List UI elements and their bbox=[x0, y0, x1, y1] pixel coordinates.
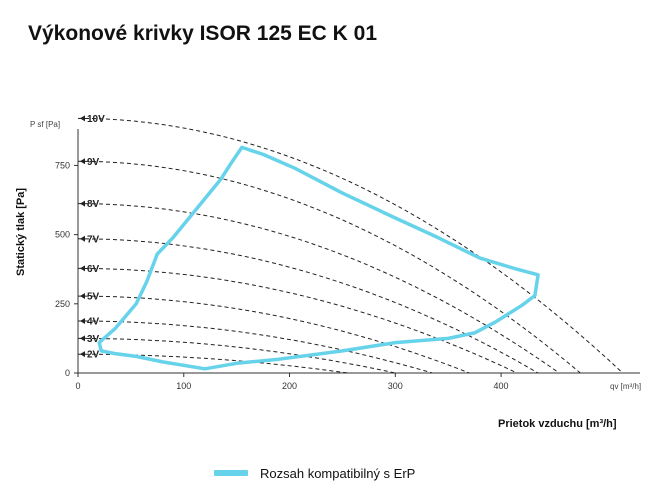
erp-region-outline bbox=[97, 145, 540, 371]
voltage-curves bbox=[77, 117, 624, 374]
voltage-label-5V: 5V bbox=[87, 292, 100, 303]
legend-label: Rozsah kompatibilný s ErP bbox=[260, 465, 416, 481]
x-tick-label: 300 bbox=[388, 381, 403, 391]
voltage-label-4V: 4V bbox=[87, 316, 100, 327]
y-axis-title: Statický tlak [Pa] bbox=[15, 188, 27, 276]
voltage-arrow bbox=[80, 158, 85, 165]
voltage-curve-3V bbox=[78, 337, 396, 374]
erp-region bbox=[97, 145, 540, 371]
voltage-arrow bbox=[80, 351, 85, 358]
voltage-arrow bbox=[80, 115, 85, 122]
voltage-curve-4V bbox=[78, 320, 433, 374]
x-axis-title: Prietok vzduchu [m³/h] bbox=[498, 418, 617, 430]
voltage-arrow bbox=[80, 235, 85, 242]
y-tick-label: 500 bbox=[55, 230, 70, 240]
voltage-label-9V: 9V bbox=[87, 157, 100, 168]
voltage-arrow bbox=[80, 335, 85, 342]
chart-title: Výkonové krivky ISOR 125 EC K 01 bbox=[28, 22, 378, 45]
voltage-curve-5V bbox=[78, 295, 470, 374]
voltage-arrow bbox=[80, 265, 85, 272]
voltage-label-6V: 6V bbox=[87, 264, 100, 275]
y-tick-label: 750 bbox=[55, 160, 70, 170]
legend: Rozsah kompatibilný s ErP bbox=[214, 463, 415, 483]
axes bbox=[74, 129, 640, 377]
y-tick-label: 250 bbox=[55, 299, 70, 309]
voltage-curve-8V bbox=[77, 203, 560, 374]
voltage-arrow bbox=[80, 200, 85, 207]
voltage-arrow bbox=[80, 293, 85, 300]
voltage-curve-7V bbox=[77, 238, 539, 374]
voltage-label-10V: 10V bbox=[87, 114, 105, 125]
y-axis-unit: P sf [Pa] bbox=[30, 120, 60, 129]
voltage-curve-9V bbox=[77, 160, 581, 374]
legend-swatch bbox=[214, 470, 248, 476]
labels: 0 250 500 750 0 100 200 300 400 P sf [Pa] qv [m³/h… bbox=[15, 114, 641, 391]
x-tick-label: 200 bbox=[282, 381, 297, 391]
x-tick-label: 0 bbox=[75, 381, 80, 391]
y-tick-label: 0 bbox=[65, 368, 70, 378]
voltage-label-3V: 3V bbox=[87, 334, 100, 345]
voltage-label-2V: 2V bbox=[87, 350, 100, 361]
x-tick-label: 400 bbox=[494, 381, 509, 391]
x-axis-unit: qv [m³/h] bbox=[610, 382, 641, 391]
x-tick-label: 100 bbox=[176, 381, 191, 391]
voltage-arrow bbox=[80, 317, 85, 324]
voltage-label-8V: 8V bbox=[87, 199, 100, 210]
voltage-label-7V: 7V bbox=[87, 234, 100, 245]
voltage-curve-10V bbox=[77, 117, 624, 374]
